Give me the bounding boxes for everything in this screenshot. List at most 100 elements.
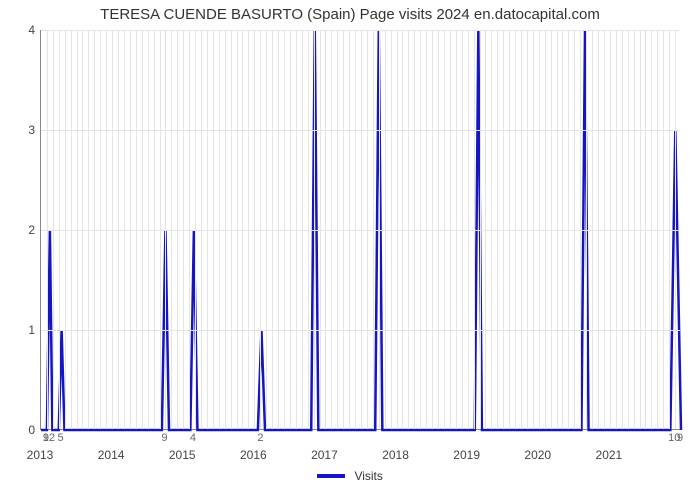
gridline-vertical — [165, 30, 166, 429]
y-tick-label: 2 — [5, 223, 35, 237]
y-tick-label: 3 — [5, 123, 35, 137]
gridline-vertical — [47, 30, 48, 429]
gridline-vertical — [462, 30, 463, 429]
x-tick-label: 2016 — [240, 448, 267, 462]
gridline-vertical — [468, 30, 469, 429]
gridline-vertical — [385, 30, 386, 429]
gridline-vertical — [177, 30, 178, 429]
gridline-vertical — [112, 30, 113, 429]
gridline-vertical — [160, 30, 161, 429]
gridline-vertical — [367, 30, 368, 429]
gridline-vertical — [574, 30, 575, 429]
gridline-vertical — [568, 30, 569, 429]
gridline-vertical — [391, 30, 392, 429]
gridline-vertical — [491, 30, 492, 429]
gridline-vertical — [343, 30, 344, 429]
gridline-vertical — [503, 30, 504, 429]
gridline-vertical — [189, 30, 190, 429]
gridline-vertical — [254, 30, 255, 429]
gridline-vertical — [82, 30, 83, 429]
x-tick-label: 2019 — [453, 448, 480, 462]
gridline-vertical — [634, 30, 635, 429]
gridline-vertical — [77, 30, 78, 429]
legend: Visits — [0, 468, 700, 483]
gridline-vertical — [456, 30, 457, 429]
gridline-vertical — [94, 30, 95, 429]
x-tick-label: 2013 — [27, 448, 54, 462]
gridline-vertical — [414, 30, 415, 429]
gridline-vertical — [248, 30, 249, 429]
x-tick-label: 2015 — [169, 448, 196, 462]
gridline-vertical — [71, 30, 72, 429]
gridline-vertical — [266, 30, 267, 429]
gridline-vertical — [231, 30, 232, 429]
gridline-vertical — [657, 30, 658, 429]
legend-swatch — [317, 474, 345, 478]
gridline-vertical — [545, 30, 546, 429]
gridline-vertical — [533, 30, 534, 429]
gridline-vertical — [521, 30, 522, 429]
gridline-vertical — [88, 30, 89, 429]
gridline-vertical — [314, 30, 315, 429]
gridline-vertical — [527, 30, 528, 429]
plot-area — [40, 30, 680, 430]
chart-title: TERESA CUENDE BASURTO (Spain) Page visit… — [0, 6, 700, 23]
gridline-vertical — [610, 30, 611, 429]
gridline-vertical — [59, 30, 60, 429]
gridline-vertical — [53, 30, 54, 429]
gridline-vertical — [515, 30, 516, 429]
point-value-label: 5 — [58, 432, 64, 444]
gridline-vertical — [645, 30, 646, 429]
gridline-vertical — [592, 30, 593, 429]
gridline-vertical — [432, 30, 433, 429]
point-value-label: 2 — [257, 432, 263, 444]
y-tick-label: 1 — [5, 323, 35, 337]
gridline-vertical — [148, 30, 149, 429]
gridline-vertical — [260, 30, 261, 429]
gridline-vertical — [669, 30, 670, 429]
gridline-vertical — [320, 30, 321, 429]
gridline-vertical — [408, 30, 409, 429]
gridline-vertical — [308, 30, 309, 429]
gridline-vertical — [628, 30, 629, 429]
gridline-vertical — [438, 30, 439, 429]
gridline-vertical — [450, 30, 451, 429]
point-value-label: 12 — [43, 432, 55, 444]
gridline-vertical — [124, 30, 125, 429]
y-tick-label: 0 — [5, 423, 35, 437]
gridline-vertical — [296, 30, 297, 429]
gridline-vertical — [557, 30, 558, 429]
gridline-vertical — [420, 30, 421, 429]
gridline-vertical — [480, 30, 481, 429]
gridline-vertical — [598, 30, 599, 429]
gridline-vertical — [213, 30, 214, 429]
x-tick-label: 2017 — [311, 448, 338, 462]
gridline-vertical — [616, 30, 617, 429]
x-tick-label: 2018 — [382, 448, 409, 462]
gridline-vertical — [604, 30, 605, 429]
gridline-vertical — [290, 30, 291, 429]
legend-label: Visits — [354, 469, 382, 483]
gridline-vertical — [622, 30, 623, 429]
gridline-vertical — [118, 30, 119, 429]
gridline-vertical — [237, 30, 238, 429]
gridline-vertical — [106, 30, 107, 429]
gridline-vertical — [485, 30, 486, 429]
gridline-vertical — [402, 30, 403, 429]
gridline-vertical — [444, 30, 445, 429]
gridline-vertical — [272, 30, 273, 429]
gridline-vertical — [562, 30, 563, 429]
gridline-vertical — [580, 30, 581, 429]
gridline-vertical — [242, 30, 243, 429]
x-tick-label: 2014 — [98, 448, 125, 462]
gridline-vertical — [675, 30, 676, 429]
gridline-vertical — [183, 30, 184, 429]
gridline-vertical — [325, 30, 326, 429]
gridline-vertical — [219, 30, 220, 429]
gridline-vertical — [663, 30, 664, 429]
gridline-vertical — [355, 30, 356, 429]
y-tick-label: 4 — [5, 23, 35, 37]
gridline-vertical — [586, 30, 587, 429]
x-tick-label: 2020 — [524, 448, 551, 462]
gridline-vertical — [100, 30, 101, 429]
